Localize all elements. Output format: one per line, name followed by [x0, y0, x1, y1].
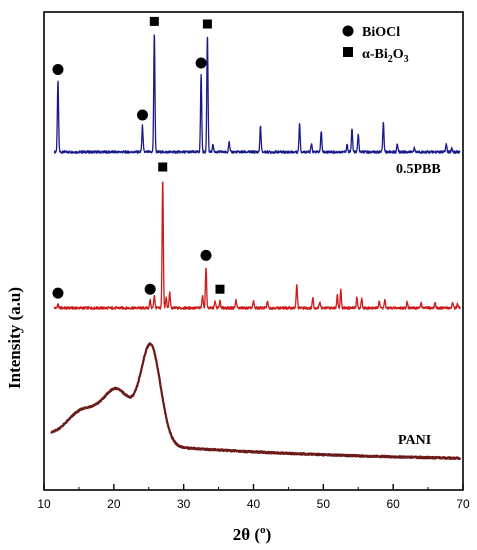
- y-axis-title: Intensity (a.u): [5, 287, 24, 389]
- legend-label-biocl: BiOCl: [362, 25, 400, 40]
- peak-marker-circle-8: [200, 249, 212, 261]
- peak-marker-circle-3: [195, 57, 207, 69]
- annotation-0-5pbb: 0.5PBB: [396, 162, 441, 177]
- series-line-2: [50, 342, 462, 461]
- legend: BiOCl α-Bi2O3: [342, 25, 409, 65]
- plot-frame: [43, 11, 464, 491]
- peak-marker-square-7: [158, 162, 168, 172]
- series-layer: [50, 34, 462, 461]
- x-tick-label-70: 70: [456, 497, 470, 511]
- peak-marker-circle-6: [144, 283, 156, 295]
- x-tick-label-20: 20: [107, 497, 121, 511]
- peak-marker-layer: [52, 16, 225, 299]
- peak-marker-circle-5: [52, 287, 64, 299]
- peak-marker-square-2: [149, 16, 159, 26]
- peak-marker-circle-1: [136, 109, 148, 121]
- x-tick-label-40: 40: [247, 497, 261, 511]
- series-line-0: [53, 34, 461, 154]
- x-axis-title: 2θ (o): [233, 524, 271, 544]
- annotation-pani: PANI: [398, 433, 431, 448]
- peak-marker-square-9: [215, 284, 225, 294]
- legend-label-bi2o3: α-Bi2O3: [362, 47, 409, 65]
- x-tick-label-30: 30: [177, 497, 191, 511]
- x-tick-label-10: 10: [37, 497, 51, 511]
- x-tick-label-50: 50: [317, 497, 331, 511]
- peak-marker-square-4: [202, 19, 212, 29]
- series-line-1: [53, 181, 461, 310]
- x-tick-layer: 10 20 30 40 50 60 70: [37, 484, 470, 511]
- legend-circle-marker: [342, 25, 354, 37]
- x-tick-label-60: 60: [386, 497, 400, 511]
- legend-square-marker: [343, 47, 353, 57]
- peak-marker-circle-0: [52, 64, 64, 75]
